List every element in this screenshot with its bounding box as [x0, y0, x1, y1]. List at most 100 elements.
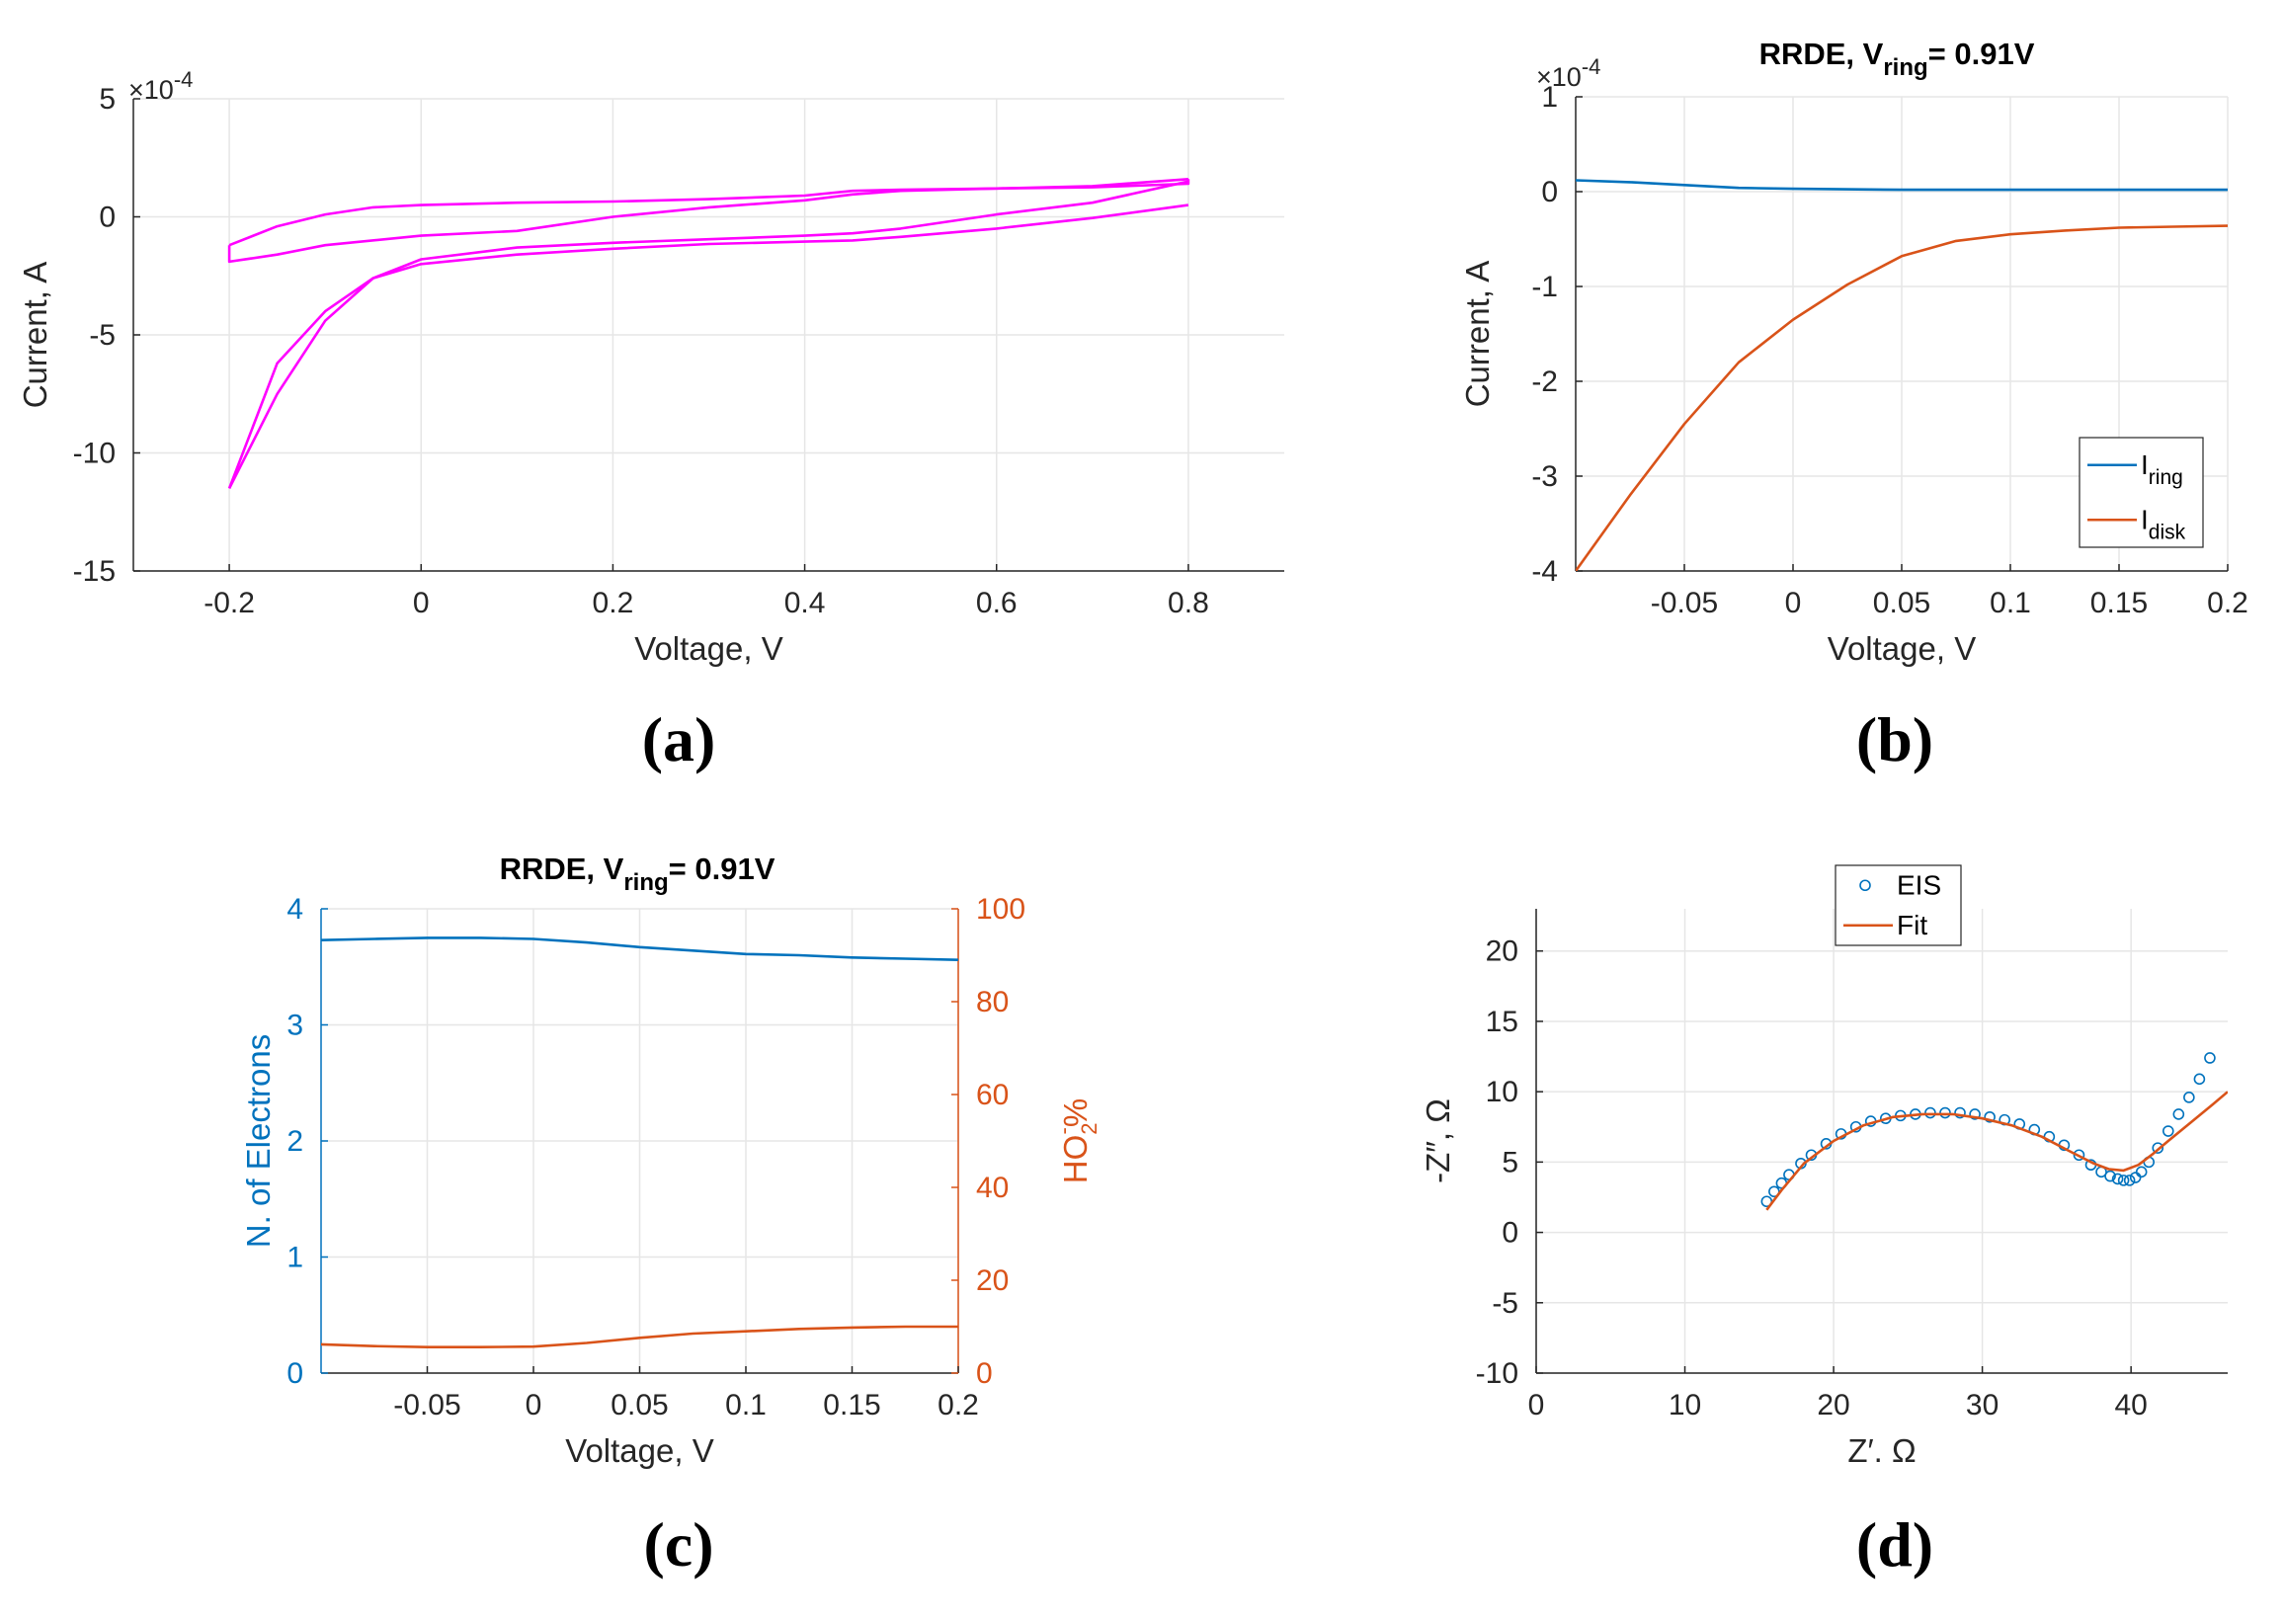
panel-d-ytick-label-1: -5	[1492, 1287, 1518, 1320]
panel-c-xtick-label-2: 0.05	[611, 1389, 668, 1421]
panel-a-exponent-base: ×10	[128, 75, 174, 105]
panel-a-xtick-label-3: 0.4	[784, 587, 826, 619]
panel-c-title-sub: ring	[623, 869, 668, 896]
panel-a-label: (a)	[642, 704, 716, 774]
panel-a-xtick-label-5: 0.8	[1168, 587, 1209, 619]
panel-d-xtick-label-0: 0	[1528, 1389, 1545, 1421]
panel-a-ytick-label-1: -10	[73, 438, 116, 470]
panel-c-xtick-label-1: 0	[526, 1389, 542, 1421]
panel-c-ylabel: N. of Electrons	[240, 1034, 277, 1248]
panel-c-rtick-label-4: 80	[976, 986, 1009, 1018]
panel-d-series-0-point-31	[2135, 1166, 2148, 1178]
panel-d-series-0-point-33	[2152, 1142, 2164, 1154]
panel-b-xtick-label-3: 0.1	[1990, 587, 2031, 619]
panel-d-series-0-point-28	[2117, 1175, 2130, 1186]
panel-d-series-0-point-26	[2104, 1170, 2116, 1182]
panel-b-label: (b)	[1856, 704, 1933, 774]
panel-c-series-0-line	[321, 936, 958, 961]
panel-b-title: RRDE, Vring= 0.91V	[1759, 37, 2035, 81]
panel-c-ytick-label-1: 1	[286, 1242, 303, 1274]
panel-d-legend-label-1: Fit	[1897, 910, 1927, 940]
panel-c-ylabel-right-sup: -	[1051, 1127, 1076, 1134]
panel-a-series-3-line	[227, 178, 1188, 264]
chart-panel-a: -0.2 0 0.2 0.4 0.6 0.8 -15 -10 -5 0 5 Voltage, V Cur…	[17, 67, 1284, 774]
panel-d-series-0-point-16	[1969, 1108, 1981, 1120]
panel-d-series-0-point-17	[1984, 1110, 1996, 1123]
panel-c-ylabel-right-main: HO	[1057, 1135, 1094, 1184]
panel-c-xtick-label-4: 0.15	[823, 1389, 880, 1421]
panel-d-ytick-label-3: 5	[1502, 1146, 1518, 1178]
panel-c-xtick-label-3: 0.1	[725, 1389, 767, 1421]
panel-c-rtick-label-2: 40	[976, 1172, 1009, 1204]
panel-a-plot-area	[227, 178, 1190, 489]
panel-c-ytick-label-4: 4	[286, 893, 303, 926]
panel-c-xtick-label-0: -0.05	[393, 1389, 460, 1421]
panel-b-ytick-label-5: 1	[1541, 81, 1558, 114]
panel-d-ytick-label-4: 10	[1486, 1076, 1518, 1108]
panel-d-series-0-point-37	[2193, 1073, 2206, 1086]
panel-b-series-0-line	[1576, 179, 2228, 192]
panel-b-exponent-power: -4	[1582, 54, 1601, 79]
panel-b-legend-label-0: Iring	[2141, 449, 2183, 489]
panel-b-ytick-label-4: 0	[1541, 176, 1558, 208]
panel-d-series-0-point-34	[2162, 1125, 2174, 1137]
panel-b-ylabel: Current, A	[1459, 261, 1496, 408]
panel-c-ylabel-right-tail: %	[1057, 1098, 1094, 1127]
panel-b-ytick-label-3: -1	[1531, 271, 1558, 303]
panel-b-xtick-label-2: 0.05	[1873, 587, 1930, 619]
panel-c-title-tail: = 0.91V	[669, 852, 775, 886]
panel-b-series-1-line	[1576, 224, 2228, 571]
panel-b-legend-label-1: Idisk	[2141, 504, 2186, 543]
panel-a-exponent: ×10-4	[128, 67, 193, 105]
panel-a-ylabel: Current, A	[17, 262, 53, 409]
panel-d-plot-area	[1760, 1052, 2228, 1211]
panel-a-xtick-label-4: 0.6	[976, 587, 1018, 619]
chart-panel-b: -0.05 0 0.05 0.1 0.15 0.2 -4 -3 -2 -1 0 1 Voltage, V…	[1459, 37, 2248, 774]
panel-d-ytick-label-0: -10	[1476, 1357, 1518, 1390]
panel-c-ytick-label-2: 2	[286, 1125, 303, 1158]
panel-a-xtick-label-0: -0.2	[204, 587, 255, 619]
panel-b-plot-area	[1576, 179, 2228, 571]
panel-d-legend-marker-0	[1859, 879, 1871, 892]
chart-panel-c: -0.05 0 0.05 0.1 0.15 0.201234020406080100Vol…	[240, 852, 1102, 1580]
panel-b-title-tail: = 0.91V	[1928, 37, 2035, 71]
panel-c-ylabel-right-sub: 2	[1077, 1122, 1102, 1134]
panel-b-legend	[2079, 437, 2204, 548]
panel-b-exponent: ×10-4	[1536, 54, 1600, 92]
panel-d-xtick-label-2: 20	[1817, 1389, 1849, 1421]
panel-c-label: (c)	[643, 1509, 713, 1580]
panel-b-legend-label-1-sub: disk	[2149, 521, 2186, 543]
panel-d-xtick-label-4: 40	[2114, 1389, 2147, 1421]
panel-a-xtick-label-2: 0.2	[593, 587, 634, 619]
panel-c-series-1-line	[321, 1325, 958, 1348]
panel-d-label: (d)	[1856, 1509, 1933, 1580]
panel-d-ytick-label-2: 0	[1502, 1217, 1518, 1250]
chart-panel-d: 0 10 20 30 40 -10 -5 0 5 10 15 20 Z′. Ω -Z″, Ω EIS Fit (…	[1420, 864, 2228, 1580]
panel-b-xtick-label-5: 0.2	[2207, 587, 2248, 619]
panel-c-ytick-label-0: 0	[286, 1357, 303, 1390]
panel-d-ytick-label-5: 15	[1486, 1006, 1518, 1038]
panel-c-rtick-label-5: 100	[976, 893, 1025, 926]
panel-d-xtick-label-1: 10	[1669, 1389, 1701, 1421]
panel-c-title: RRDE, Vring= 0.91V	[500, 852, 775, 896]
panel-b-xtick-label-0: -0.05	[1651, 587, 1718, 619]
panel-d-series-0-point-23	[2073, 1149, 2085, 1162]
panel-a-xlabel: Voltage, V	[634, 630, 782, 667]
panel-a-ytick-label-4: 5	[99, 83, 116, 116]
panel-d-xtick-label-3: 30	[1966, 1389, 1999, 1421]
panel-b-xlabel: Voltage, V	[1828, 630, 1976, 667]
panel-c-rtick-label-1: 20	[976, 1264, 1009, 1297]
panel-d-ytick-label-6: 20	[1486, 935, 1518, 968]
panel-c-plot-area	[321, 936, 958, 1348]
panel-b-xtick-label-4: 0.15	[2090, 587, 2148, 619]
panel-a-ytick-label-3: 0	[99, 202, 116, 234]
panel-c-title-main: RRDE, V	[500, 852, 624, 886]
panel-a-ytick-label-0: -15	[73, 555, 116, 588]
panel-c-rtick-label-0: 0	[976, 1357, 993, 1390]
panel-b-legend-label-0-sub: ring	[2149, 466, 2183, 489]
panel-b-exponent-base: ×10	[1536, 62, 1582, 92]
panel-d-series-0-point-38	[2204, 1052, 2216, 1064]
panel-d-series-0-point-14	[1939, 1106, 1951, 1119]
panel-b-xtick-label-1: 0	[1785, 587, 1802, 619]
